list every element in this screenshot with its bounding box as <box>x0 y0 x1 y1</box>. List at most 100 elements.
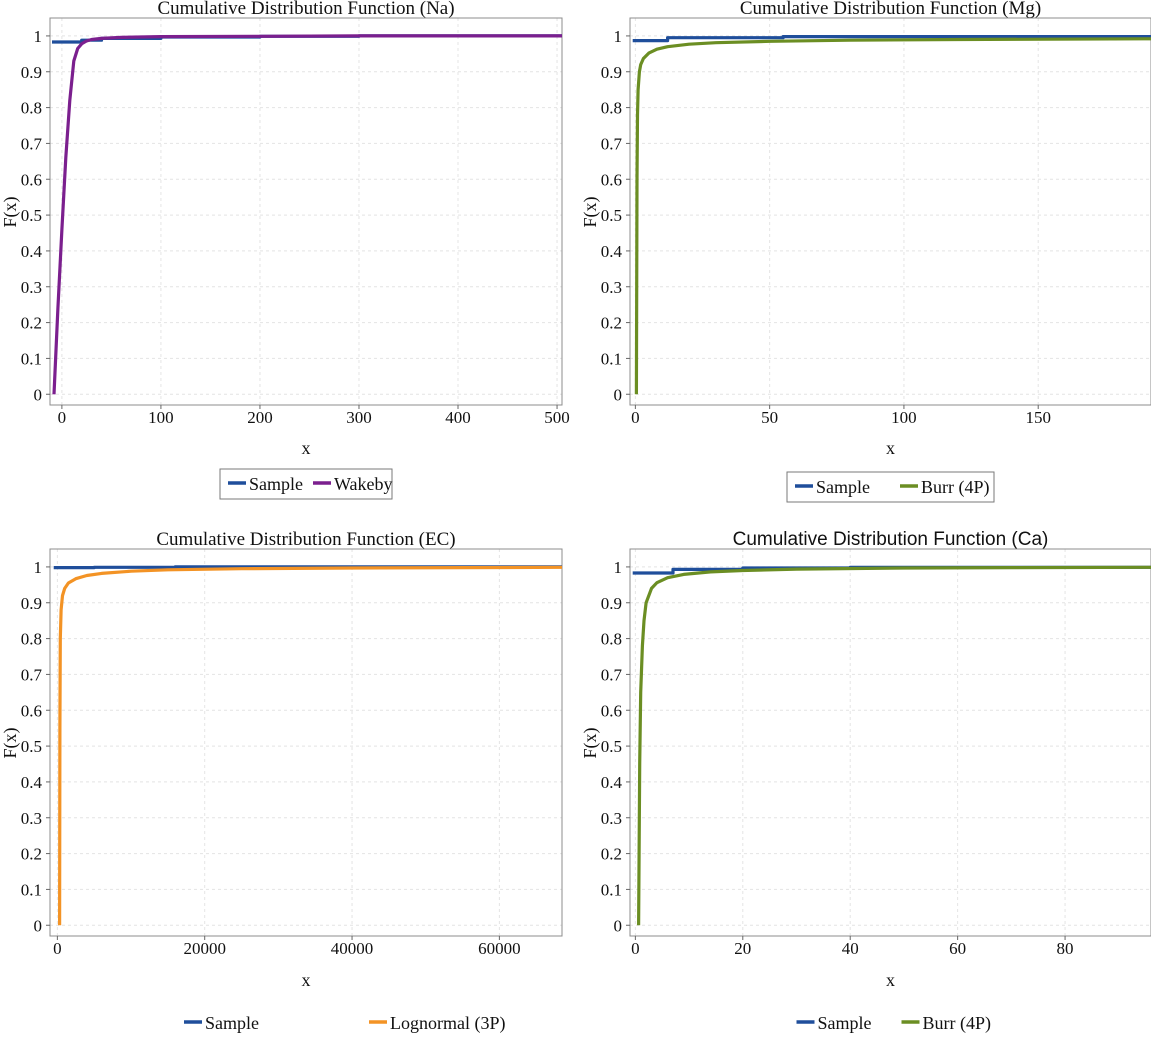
y-tick-label: 0.2 <box>601 845 622 864</box>
y-tick-label: 0.7 <box>601 134 623 153</box>
x-tick-label: 200 <box>247 408 273 427</box>
legend-label: Sample <box>818 1013 872 1033</box>
x-tick-label: 100 <box>891 408 917 427</box>
y-tick-label: 0.3 <box>21 278 42 297</box>
y-tick-label: 0.8 <box>21 99 42 118</box>
y-tick-label: 0.2 <box>21 845 42 864</box>
y-tick-label: 0.5 <box>601 737 622 756</box>
y-tick-label: 0 <box>614 916 623 935</box>
chart-title: Cumulative Distribution Function (Mg) <box>740 0 1041 19</box>
legend-label: Wakeby <box>334 474 393 494</box>
y-tick-label: 0.9 <box>601 63 622 82</box>
y-tick-label: 0 <box>34 916 43 935</box>
plot-area <box>630 18 1151 405</box>
chart-title: Cumulative Distribution Function (EC) <box>156 529 455 550</box>
y-tick-label: 0.4 <box>601 773 623 792</box>
legend-label: Lognormal (3P) <box>390 1013 505 1034</box>
x-tick-label: 100 <box>148 408 174 427</box>
plot-frame <box>49 17 563 406</box>
cdf-chart-1: Cumulative Distribution Function (Na) 0 0.… <box>0 0 570 500</box>
plot-area <box>630 549 1151 936</box>
cdf-chart-2: Cumulative Distribution Function (Mg) 0 0.… <box>580 0 1151 503</box>
x-tick-label: 0 <box>58 408 67 427</box>
y-tick-label: 0.7 <box>21 665 43 684</box>
legend-box <box>219 468 393 500</box>
y-tick-label: 0 <box>34 385 43 404</box>
x-tick-label: 0 <box>631 939 640 958</box>
y-tick-label: 0.9 <box>601 594 622 613</box>
x-tick-label: 40 <box>842 939 859 958</box>
x-tick-label: 0 <box>631 408 640 427</box>
y-tick-label: 1 <box>614 27 623 46</box>
legend-label: Sample <box>205 1013 259 1033</box>
y-axis-label: F(x) <box>580 727 601 758</box>
y-tick-label: 0.6 <box>21 701 42 720</box>
y-axis-label: F(x) <box>0 196 21 227</box>
legend-label: Burr (4P) <box>923 1013 992 1034</box>
chart-title: Cumulative Distribution Function (Ca) <box>733 529 1049 550</box>
cdf-chart-4: Cumulative Distribution Function (Ca) 0 0.… <box>580 529 1151 1034</box>
y-tick-label: 0.5 <box>21 206 42 225</box>
plot-frame <box>629 17 1151 406</box>
y-tick-label: 0.1 <box>21 880 42 899</box>
x-tick-label: 60000 <box>478 939 521 958</box>
legend: Sample Lognormal (3P) <box>184 1013 505 1034</box>
y-tick-label: 1 <box>614 558 623 577</box>
y-tick-label: 0.8 <box>21 630 42 649</box>
y-tick-label: 0.8 <box>601 630 622 649</box>
x-axis-label: x <box>302 438 311 458</box>
y-axis-label: F(x) <box>0 727 21 758</box>
legend-box <box>786 471 995 503</box>
series-line-sample <box>632 35 1151 43</box>
plot-frame <box>629 548 1151 937</box>
y-tick-label: 0.4 <box>21 242 43 261</box>
x-tick-label: 20 <box>734 939 751 958</box>
legend-label: Sample <box>816 477 870 497</box>
x-tick-label: 300 <box>346 408 372 427</box>
y-tick-label: 0.7 <box>21 134 43 153</box>
legend: Sample Burr (4P) <box>796 1013 992 1034</box>
x-tick-label: 50 <box>761 408 778 427</box>
y-tick-label: 0.3 <box>601 809 622 828</box>
y-tick-label: 0.1 <box>21 349 42 368</box>
x-axis-label: x <box>886 438 895 458</box>
y-axis-label: F(x) <box>580 196 601 227</box>
y-tick-label: 0.6 <box>601 701 622 720</box>
x-tick-label: 20000 <box>183 939 226 958</box>
series-line-burr-4p- <box>637 565 1151 926</box>
x-axis-label: x <box>886 970 895 990</box>
x-axis-label: x <box>302 970 311 990</box>
legend-label: Burr (4P) <box>921 477 990 498</box>
y-tick-label: 0.9 <box>21 594 42 613</box>
series-line-sample <box>53 565 562 570</box>
y-tick-label: 0.3 <box>601 278 622 297</box>
series-line-burr-4p- <box>634 37 1151 395</box>
y-tick-label: 0.4 <box>21 773 43 792</box>
y-tick-label: 0.3 <box>21 809 42 828</box>
y-tick-label: 0.9 <box>21 63 42 82</box>
y-tick-label: 0.6 <box>601 170 622 189</box>
x-tick-label: 60 <box>949 939 966 958</box>
x-tick-label: 0 <box>53 939 62 958</box>
x-tick-label: 80 <box>1057 939 1074 958</box>
plot-area <box>50 549 562 936</box>
plot-frame <box>49 548 563 937</box>
y-tick-label: 0.7 <box>601 665 623 684</box>
plot-area <box>50 18 562 405</box>
series-line-wakeby <box>52 34 562 395</box>
legend-label: Sample <box>249 474 303 494</box>
chart-title: Cumulative Distribution Function (Na) <box>157 0 454 19</box>
y-tick-label: 0.4 <box>601 242 623 261</box>
x-tick-label: 500 <box>544 408 570 427</box>
y-tick-label: 0.1 <box>601 880 622 899</box>
x-tick-label: 400 <box>445 408 471 427</box>
y-tick-label: 0.8 <box>601 99 622 118</box>
legend: Sample Burr (4P) <box>786 471 995 503</box>
y-tick-label: 0.1 <box>601 349 622 368</box>
cdf-chart-3: Cumulative Distribution Function (EC) 0 0.… <box>0 529 563 1034</box>
y-tick-label: 0 <box>614 385 623 404</box>
y-tick-label: 0.2 <box>21 314 42 333</box>
y-tick-label: 0.5 <box>21 737 42 756</box>
